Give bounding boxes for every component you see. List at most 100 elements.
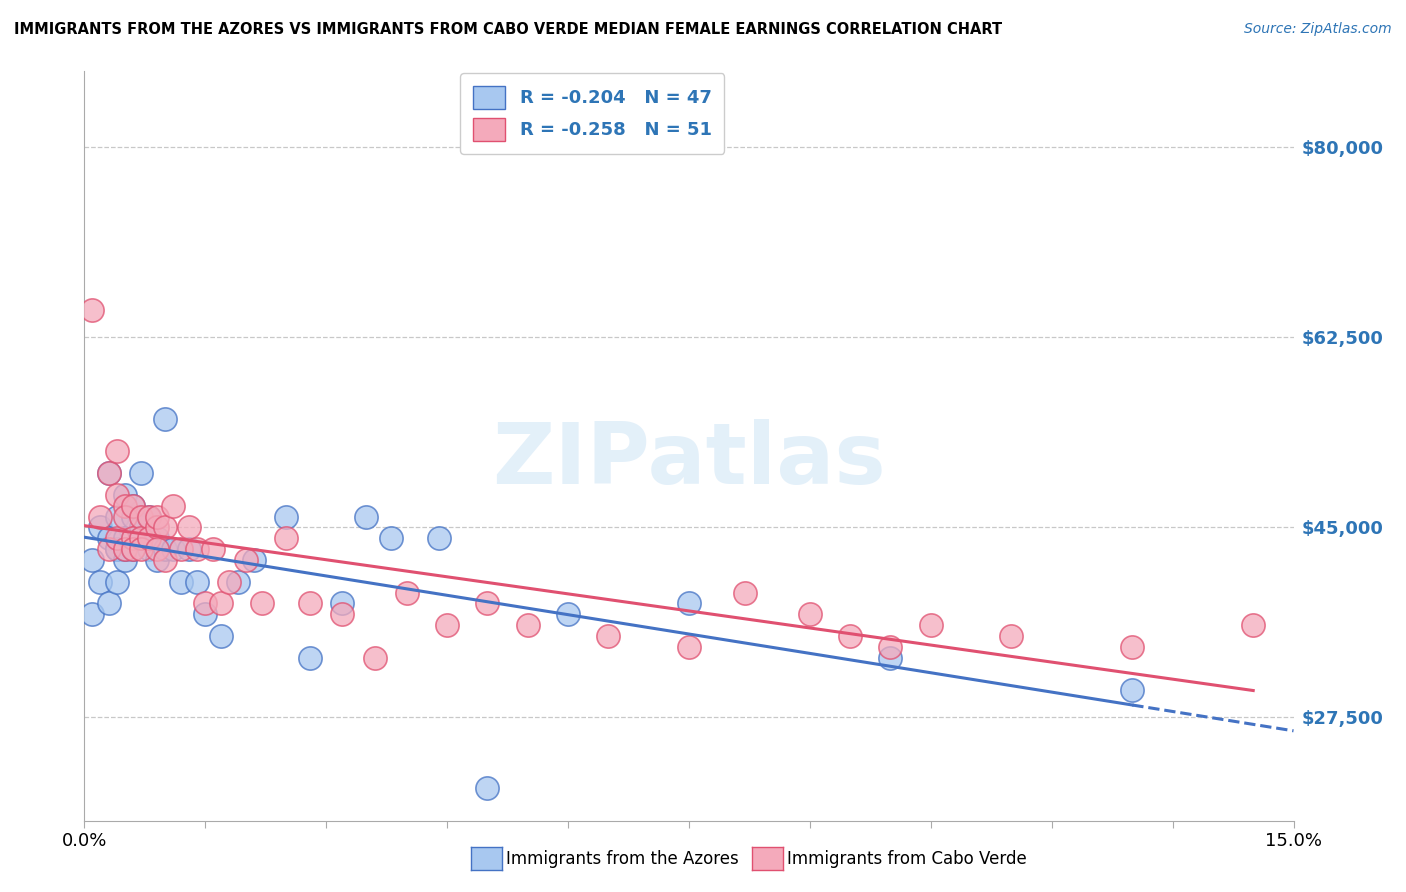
Point (235, 553, 257, 567)
Point (209, 629, 232, 643)
Point (920, 618, 942, 632)
Point (105, 444, 128, 458)
Point (121, 499, 143, 513)
Point (1121, 683, 1143, 698)
Point (186, 574, 208, 589)
Point (226, 574, 249, 589)
Point (89, 520, 111, 534)
Text: Source: ZipAtlas.com: Source: ZipAtlas.com (1244, 22, 1392, 37)
Point (162, 499, 184, 513)
Point (557, 607, 579, 622)
Point (380, 531, 402, 545)
Point (330, 597, 353, 611)
Point (146, 531, 169, 545)
Point (114, 553, 136, 567)
Point (138, 509, 160, 524)
Point (194, 607, 217, 622)
Point (121, 509, 143, 524)
Point (114, 531, 136, 545)
Point (218, 574, 240, 589)
Point (153, 520, 176, 534)
Point (477, 780, 499, 795)
Point (82, 303, 104, 318)
Point (146, 520, 169, 534)
Point (274, 509, 297, 524)
Point (678, 597, 700, 611)
Point (299, 597, 322, 611)
Point (129, 531, 152, 545)
Point (146, 509, 169, 524)
Point (114, 488, 136, 502)
Point (129, 509, 152, 524)
Point (363, 650, 385, 665)
Point (1000, 629, 1022, 643)
Point (436, 618, 458, 632)
Point (250, 597, 273, 611)
Point (121, 531, 143, 545)
Point (138, 509, 160, 524)
Point (299, 650, 322, 665)
Text: ZIPatlas: ZIPatlas (492, 419, 886, 502)
Point (114, 542, 136, 557)
Text: Immigrants from the Azores: Immigrants from the Azores (506, 850, 740, 868)
Point (105, 574, 128, 589)
Point (105, 542, 128, 557)
Point (146, 553, 169, 567)
Point (202, 542, 225, 557)
Point (839, 629, 862, 643)
Point (356, 509, 378, 524)
Point (170, 574, 193, 589)
Point (89, 509, 111, 524)
Point (179, 542, 201, 557)
Point (209, 597, 232, 611)
Point (516, 618, 538, 632)
Legend: R = -0.204   N = 47, R = -0.258   N = 51: R = -0.204 N = 47, R = -0.258 N = 51 (460, 73, 724, 153)
Point (129, 520, 152, 534)
Point (129, 466, 152, 480)
Point (114, 499, 136, 513)
Point (179, 520, 201, 534)
Point (153, 553, 176, 567)
Point (114, 509, 136, 524)
Point (427, 531, 450, 545)
Point (105, 531, 128, 545)
Point (146, 542, 169, 557)
Point (105, 542, 128, 557)
Point (1121, 640, 1143, 654)
Point (138, 531, 160, 545)
Point (879, 650, 901, 665)
Point (153, 412, 176, 426)
Point (395, 585, 418, 599)
Point (97, 466, 120, 480)
Point (97, 597, 120, 611)
Point (97, 466, 120, 480)
Point (153, 542, 176, 557)
Point (879, 640, 901, 654)
Point (162, 542, 184, 557)
Point (330, 607, 353, 622)
Point (114, 542, 136, 557)
Point (170, 542, 193, 557)
Point (1241, 618, 1264, 632)
Point (194, 597, 217, 611)
Point (105, 488, 128, 502)
Point (121, 531, 143, 545)
Point (121, 499, 143, 513)
Point (799, 607, 821, 622)
Point (138, 542, 160, 557)
Point (598, 629, 620, 643)
Point (89, 574, 111, 589)
Point (678, 640, 700, 654)
Point (82, 553, 104, 567)
Point (477, 597, 499, 611)
Point (121, 542, 143, 557)
Point (97, 531, 120, 545)
Point (274, 531, 297, 545)
Point (129, 531, 152, 545)
Point (121, 542, 143, 557)
Text: IMMIGRANTS FROM THE AZORES VS IMMIGRANTS FROM CABO VERDE MEDIAN FEMALE EARNINGS : IMMIGRANTS FROM THE AZORES VS IMMIGRANTS… (14, 22, 1002, 37)
Text: Immigrants from Cabo Verde: Immigrants from Cabo Verde (787, 850, 1028, 868)
Point (734, 585, 756, 599)
Point (242, 553, 264, 567)
Point (186, 542, 208, 557)
